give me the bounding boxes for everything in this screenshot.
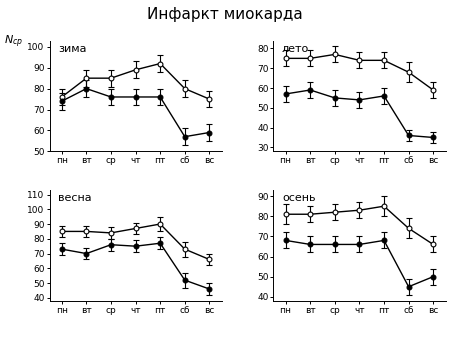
Text: лето: лето [282, 44, 309, 54]
Text: зима: зима [58, 44, 86, 54]
Text: Инфаркт миокарда: Инфаркт миокарда [147, 7, 303, 22]
Text: $N_{cp}$: $N_{cp}$ [4, 34, 24, 50]
Text: осень: осень [282, 193, 315, 203]
Text: весна: весна [58, 193, 92, 203]
